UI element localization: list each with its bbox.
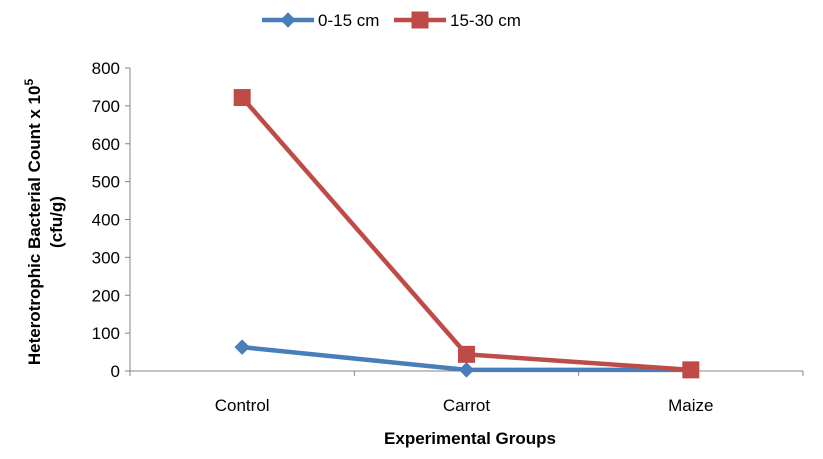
y-tick-label: 200 (92, 286, 120, 305)
legend-item: 0-15 cm (262, 11, 379, 30)
svg-text:Heterotrophic Bacterial Count: Heterotrophic Bacterial Count x 105 (22, 79, 44, 366)
data-point (458, 345, 475, 363)
y-tick-label: 800 (92, 59, 120, 78)
y-tick-label: 700 (92, 97, 120, 116)
series-15-30-cm (233, 89, 700, 379)
y-axis-title-line1: Heterotrophic Bacterial Count x 10 (25, 86, 44, 366)
legend-marker (411, 11, 429, 29)
legend-marker (280, 12, 296, 28)
series-layer (233, 89, 700, 379)
data-point (682, 361, 700, 379)
y-axis-title-line2: (cfu/g) (47, 196, 66, 248)
x-tick-label: Carrot (443, 396, 491, 415)
x-axis-title: Experimental Groups (384, 429, 556, 448)
data-point (458, 362, 475, 378)
series-line (240, 96, 691, 373)
y-tick-label: 300 (92, 248, 120, 267)
x-tick-label: Maize (668, 396, 713, 415)
y-axis-title-superscript: 5 (22, 79, 36, 86)
y-tick-label: 100 (92, 324, 120, 343)
legend-label: 0-15 cm (318, 11, 379, 30)
y-tick-label: 600 (92, 135, 120, 154)
legend-item: 15-30 cm (394, 11, 521, 30)
y-tick-label: 400 (92, 211, 120, 230)
y-axis-title: Heterotrophic Bacterial Count x 105 (cfu… (22, 79, 66, 366)
x-tick-label: Control (215, 396, 270, 415)
y-tick-label: 500 (92, 173, 120, 192)
series-0-15-cm (234, 339, 699, 378)
legend-label: 15-30 cm (450, 11, 521, 30)
axes: 0 100 200 300 400 500 600 700 800 Control Carrot Ma… (92, 59, 804, 415)
data-point (233, 89, 251, 107)
data-point (234, 339, 250, 355)
legend: 0-15 cm 15-30 cm (262, 11, 521, 30)
y-tick-label: 0 (111, 362, 120, 381)
